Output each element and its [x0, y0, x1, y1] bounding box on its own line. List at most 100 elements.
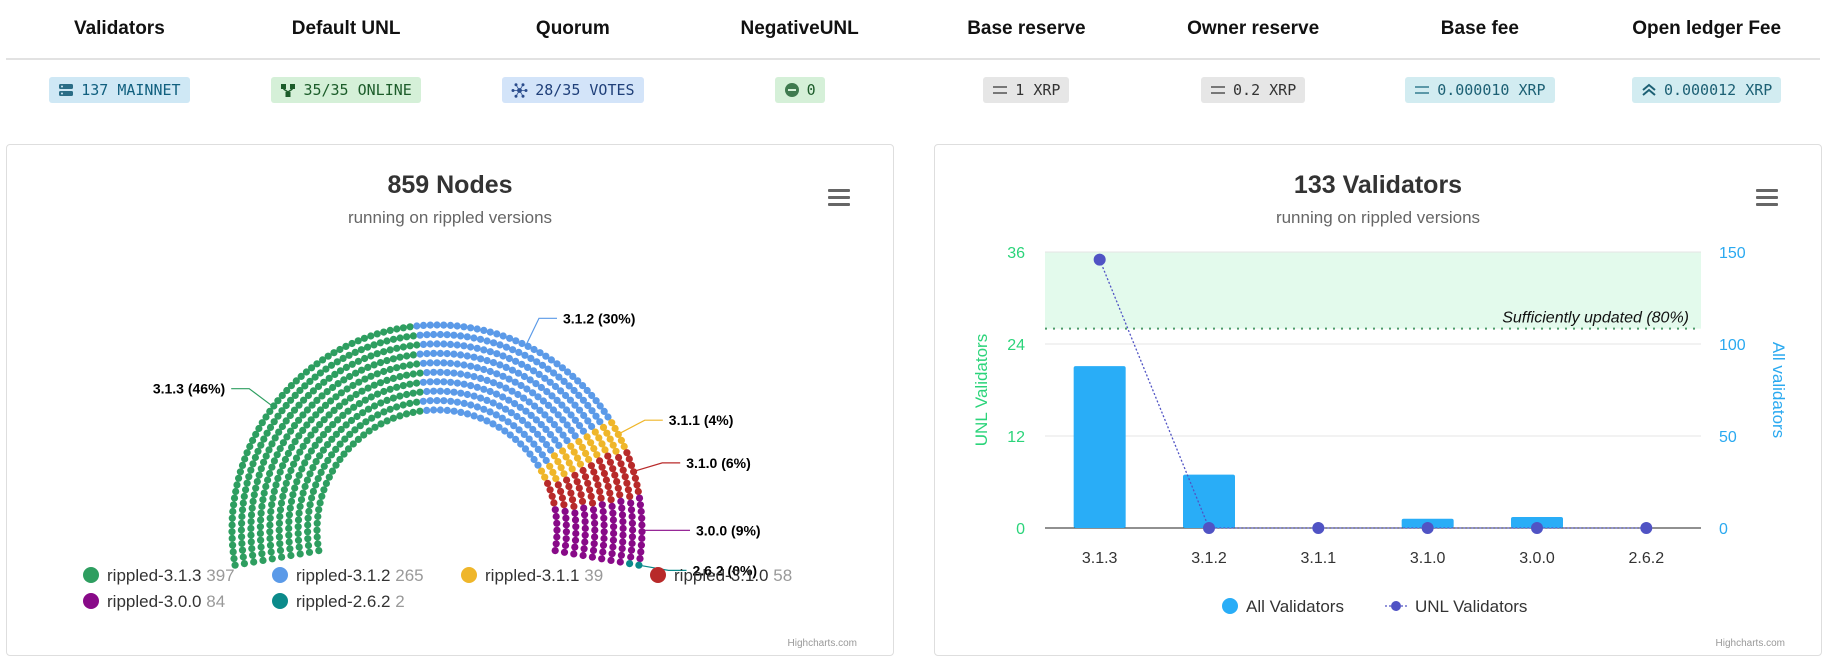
stats-header-row: Validators Default UNL Quorum NegativeUN…: [6, 0, 1820, 60]
y-right-axis-title: All validators: [1769, 342, 1788, 438]
bar-3.1.2[interactable]: [1183, 474, 1235, 528]
bar-3.1.3[interactable]: [1073, 366, 1126, 528]
validators-badge[interactable]: 137 MAINNET: [49, 77, 190, 103]
quorum-value: 28/35 VOTES: [535, 81, 635, 99]
chart-title: 133 Validators: [1294, 171, 1462, 199]
legend-count: 58: [773, 566, 792, 585]
header-base-reserve: Base reserve: [967, 18, 1086, 39]
base-fee-value: 0.000010 XRP: [1437, 81, 1546, 99]
svg-text:rippled-3.1.2 265: rippled-3.1.2 265: [296, 566, 424, 585]
chart-subtitle: running on rippled versions: [1276, 208, 1480, 227]
x-tick-label: 3.1.3: [1082, 550, 1118, 567]
base-fee-badge[interactable]: 0.000010 XRP: [1405, 77, 1555, 103]
legend-count: 265: [395, 566, 423, 585]
y-left-tick-label: 36: [1007, 245, 1025, 262]
base-reserve-value: 1 XRP: [1015, 81, 1061, 99]
legend-item-rippled-3.1.1[interactable]: rippled-3.1.1 39: [461, 566, 603, 585]
y-right-tick-label: 100: [1719, 337, 1746, 354]
data-label-rippled-3.1.0: 3.1.0 (6%): [686, 455, 751, 471]
legend-item-rippled-3.1.3[interactable]: rippled-3.1.3 397: [83, 566, 235, 585]
legend-name: rippled-3.0.0: [107, 592, 206, 611]
nodes-data-labels: 3.1.3 (46%) 3.1.2 (30%) 3.1.1 (4%) 3.1.0 (6…: [153, 310, 761, 578]
nodes-chart-panel: 859 Nodes running on rippled versions 3.…: [6, 144, 894, 656]
legend-item-rippled-3.0.0[interactable]: rippled-3.0.0 84: [83, 592, 225, 611]
validators-plot-area: Sufficiently updated (80%) 0 12 24 36 0 50 100 1…: [972, 245, 1788, 616]
y-left-axis-title: UNL Validators: [972, 334, 991, 446]
legend-name: rippled-3.1.3: [107, 566, 206, 585]
nodes-item-chart: 859 Nodes running on rippled versions 3.…: [83, 171, 857, 649]
negative-unl-badge[interactable]: 0: [774, 77, 825, 103]
chevrons-up-icon: [1642, 83, 1656, 96]
credits-link[interactable]: Highcharts.com: [1716, 638, 1785, 649]
svg-text:rippled-2.6.2 2: rippled-2.6.2 2: [296, 592, 405, 611]
x-tick-label: 3.0.0: [1519, 550, 1555, 567]
y-right-tick-label: 50: [1719, 429, 1737, 446]
y-left-tick-label: 12: [1007, 429, 1025, 446]
y-left-tick-label: 24: [1007, 337, 1025, 354]
legend-item-unl-validators[interactable]: UNL Validators: [1385, 597, 1527, 616]
x-tick-label: 2.6.2: [1629, 550, 1665, 567]
slice-rippled-3.0.0[interactable]: [551, 494, 646, 566]
svg-text:rippled-3.1.3 397: rippled-3.1.3 397: [107, 566, 235, 585]
header-default-unl: Default UNL: [291, 18, 401, 39]
legend-item-rippled-3.1.2[interactable]: rippled-3.1.2 265: [272, 566, 424, 585]
legend-count: 84: [206, 592, 225, 611]
data-label-rippled-3.1.3: 3.1.3 (46%): [153, 381, 225, 397]
svg-text:All Validators: All Validators: [1246, 597, 1344, 616]
connector-rippled-3.1.1: [617, 419, 663, 435]
slice-rippled-3.1.1[interactable]: [537, 419, 628, 483]
point-3.1.2[interactable]: [1203, 522, 1215, 534]
equals-icon: [1415, 86, 1430, 94]
export-menu-button[interactable]: [1753, 185, 1783, 213]
export-menu-button[interactable]: [825, 185, 855, 213]
owner-reserve-value: 0.2 XRP: [1233, 81, 1297, 99]
equals-icon: [1211, 86, 1226, 94]
x-tick-label: 3.1.1: [1301, 550, 1337, 567]
point-3.1.0[interactable]: [1421, 522, 1434, 534]
quorum-badge[interactable]: 28/35 VOTES: [502, 77, 644, 103]
header-base-fee: Base fee: [1440, 18, 1519, 39]
plot-band-label: Sufficiently updated (80%): [1502, 310, 1689, 327]
header-validators: Validators: [73, 18, 165, 39]
slice-rippled-3.1.0[interactable]: [544, 449, 642, 510]
legend-name: rippled-3.1.0: [674, 566, 773, 585]
y-right-tick-label: 0: [1719, 521, 1728, 538]
owner-reserve-badge[interactable]: 0.2 XRP: [1201, 77, 1306, 103]
base-reserve-badge[interactable]: 1 XRP: [983, 77, 1070, 103]
legend-item-rippled-3.1.0[interactable]: rippled-3.1.0 58: [650, 566, 792, 585]
y-right-tick-label: 150: [1719, 245, 1746, 262]
equals-icon: [993, 86, 1008, 94]
stats-values-row: 137 MAINNET 35/35 ONLINE 28/35 VOTES 0 1…: [6, 58, 1820, 122]
validators-bar-chart: 133 Validators running on rippled versio…: [972, 171, 1788, 649]
slice-rippled-3.1.3[interactable]: [228, 323, 424, 569]
slice-rippled-3.1.2[interactable]: [413, 321, 612, 469]
chart-subtitle: running on rippled versions: [348, 208, 552, 227]
legend-count: 39: [584, 566, 603, 585]
network-icon: [281, 83, 296, 97]
connector-rippled-2.6.2: [638, 564, 687, 571]
svg-text:rippled-3.1.0 58: rippled-3.1.0 58: [674, 566, 792, 585]
legend-item-all-validators[interactable]: All Validators: [1222, 597, 1344, 616]
connector-rippled-3.1.3: [231, 388, 274, 408]
credits-link[interactable]: Highcharts.com: [788, 638, 857, 649]
point-3.1.3[interactable]: [1093, 253, 1106, 266]
point-3.1.1[interactable]: [1312, 522, 1325, 534]
open-ledger-fee-badge[interactable]: 0.000012 XRP: [1631, 77, 1782, 103]
svg-text:rippled-3.0.0 84: rippled-3.0.0 84: [107, 592, 225, 611]
legend-name: rippled-3.1.1: [485, 566, 584, 585]
data-label-rippled-2.6.2: 2.6.2 (0%): [693, 562, 758, 578]
server-icon: [59, 83, 74, 96]
legend-name: rippled-2.6.2: [296, 592, 395, 611]
svg-text:rippled-3.1.1 39: rippled-3.1.1 39: [485, 566, 603, 585]
default-unl-badge[interactable]: 35/35 ONLINE: [271, 77, 421, 103]
nodes-dots: [228, 321, 646, 569]
data-label-rippled-3.1.2: 3.1.2 (30%): [563, 310, 635, 326]
hub-icon: [511, 82, 528, 98]
svg-text:UNL Validators: UNL Validators: [1415, 597, 1527, 616]
point-3.0.0[interactable]: [1531, 522, 1543, 534]
open-ledger-fee-value: 0.000012 XRP: [1663, 81, 1773, 99]
point-2.6.2[interactable]: [1640, 522, 1653, 534]
validators-chart-panel: 133 Validators running on rippled versio…: [934, 144, 1822, 656]
unl-validators-line: [1099, 259, 1647, 529]
legend-item-rippled-2.6.2[interactable]: rippled-2.6.2 2: [272, 592, 405, 611]
